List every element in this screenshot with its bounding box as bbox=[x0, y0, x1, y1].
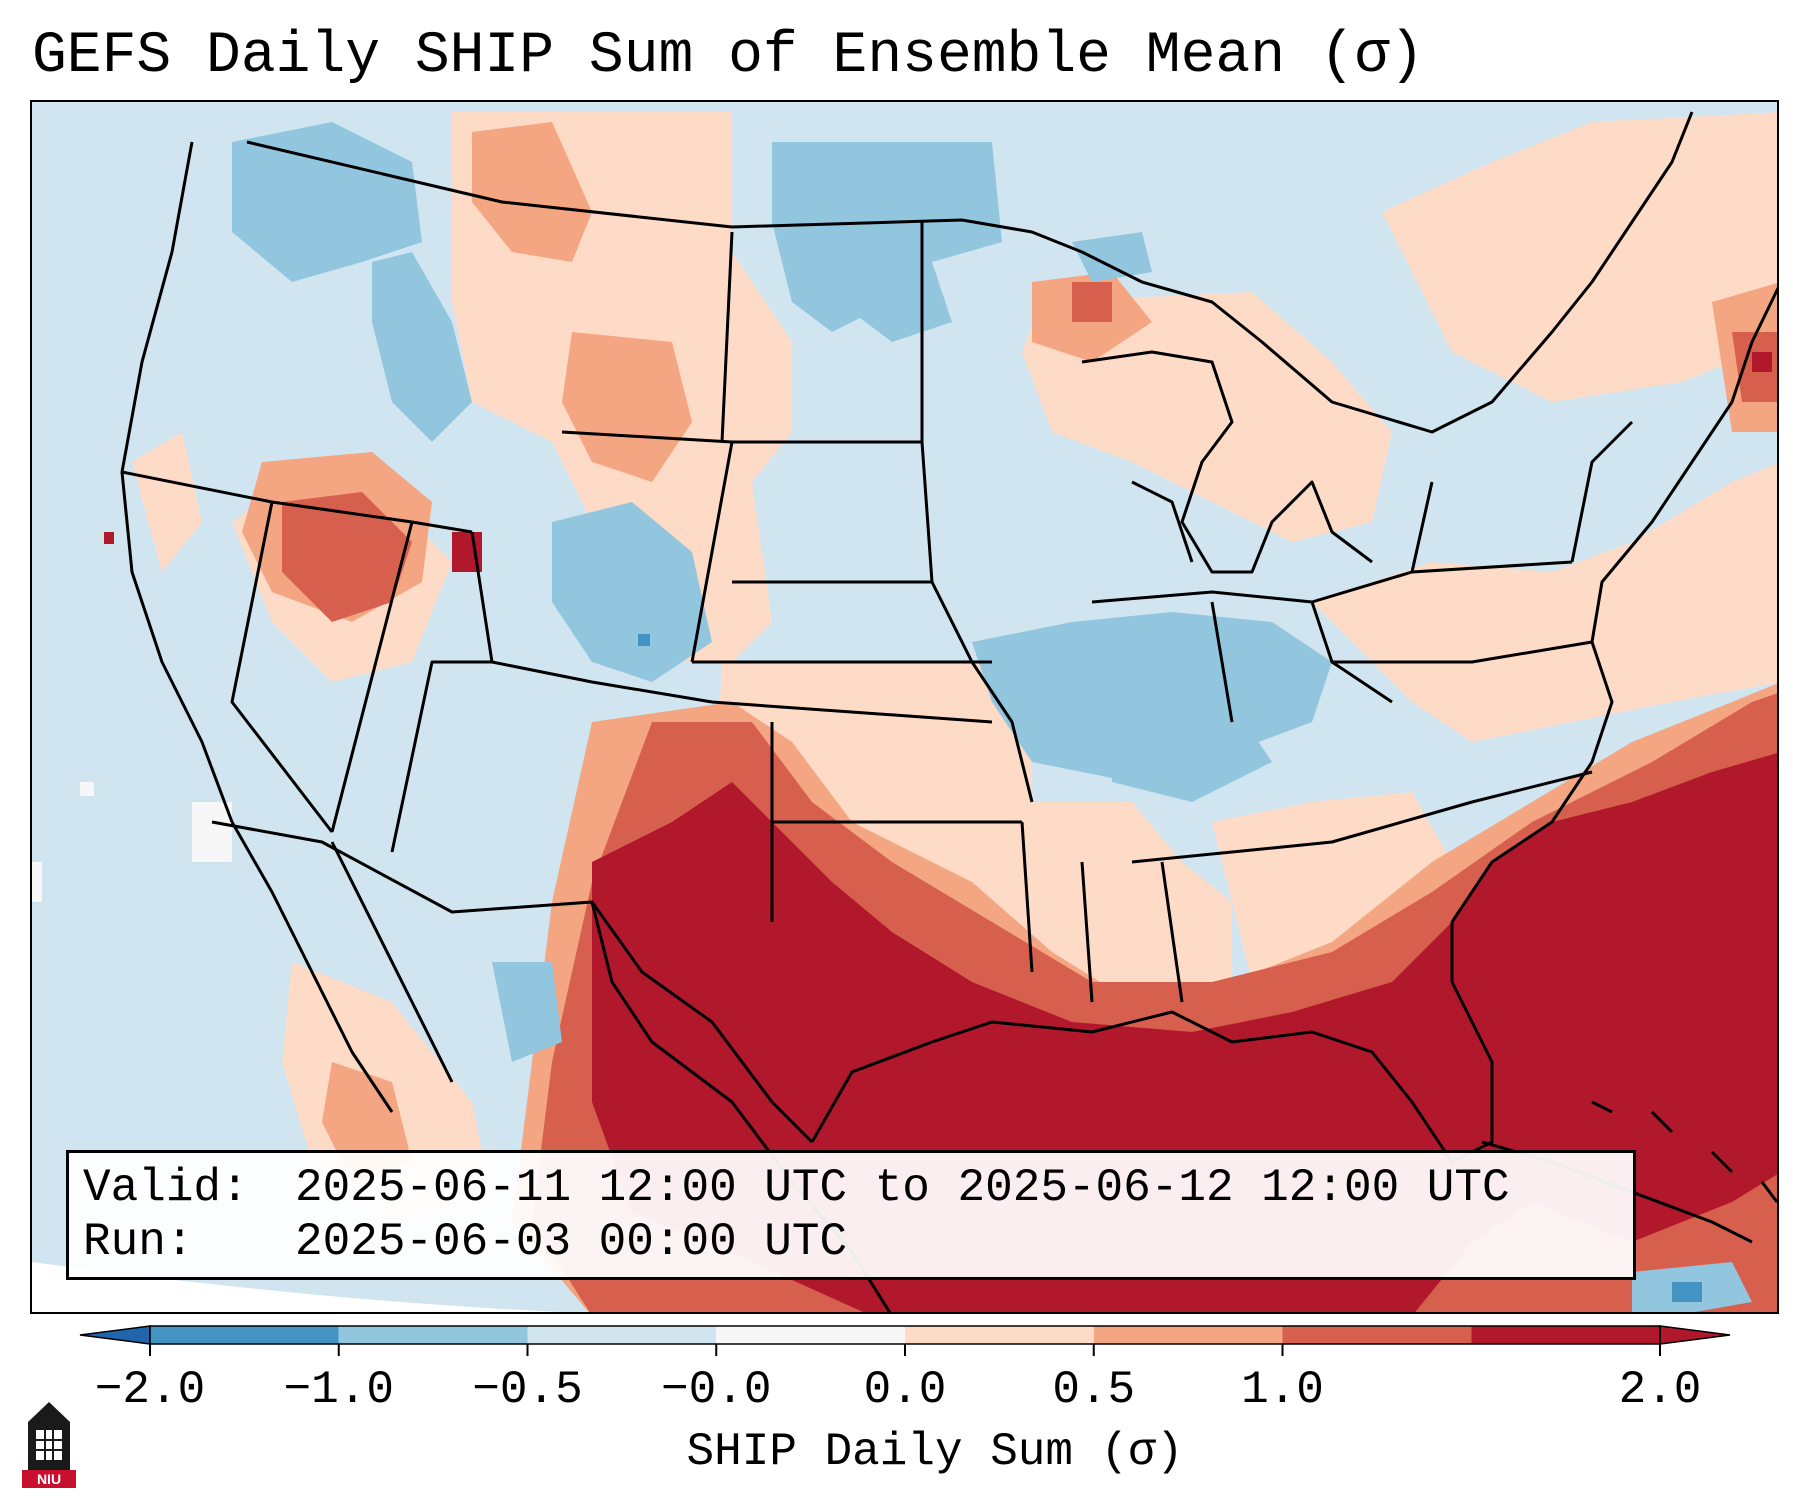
logo-banner bbox=[22, 1470, 76, 1488]
us-canada-border bbox=[246, 111, 1694, 434]
run-value: 2025-06-03 00:00 UTC bbox=[295, 1216, 848, 1268]
us-mexico-border bbox=[211, 820, 814, 1144]
state-lines-east bbox=[1091, 420, 1634, 864]
map-canvas bbox=[32, 102, 1777, 1312]
colorbar-extend-under bbox=[79, 1325, 151, 1345]
baja-outline bbox=[230, 821, 454, 1113]
field-strong-negative-pixel bbox=[638, 634, 650, 646]
logo-text: NIU bbox=[37, 1471, 61, 1487]
logo-window bbox=[36, 1430, 62, 1460]
logo-window-grid bbox=[36, 1430, 62, 1460]
colorbar-ticks bbox=[149, 1344, 1661, 1356]
colorbar-segment bbox=[716, 1326, 905, 1344]
run-label: Run: bbox=[83, 1216, 194, 1268]
niu-logo: NIU bbox=[22, 1402, 76, 1488]
great-lakes-outline bbox=[1081, 350, 1373, 574]
colorbar-tick-label: −0.5 bbox=[472, 1364, 583, 1416]
colorbar-segment bbox=[1093, 1326, 1283, 1344]
colorbar-segment bbox=[527, 1326, 717, 1344]
colorbar-segment bbox=[1282, 1326, 1472, 1344]
colorbar-segment bbox=[150, 1326, 339, 1344]
field-moderate-negative bbox=[232, 122, 1752, 1312]
bahamas-dashes bbox=[1591, 1100, 1777, 1203]
colorbar-segments bbox=[79, 1325, 1731, 1345]
chart-title: GEFS Daily SHIP Sum of Ensemble Mean (σ) bbox=[32, 24, 1425, 89]
valid-label: Valid: bbox=[83, 1162, 249, 1214]
validity-info-box: Valid: 2025-06-11 12:00 UTC to 2025-06-12… bbox=[66, 1150, 1636, 1280]
colorbar-extend-over bbox=[1659, 1325, 1731, 1345]
colorbar-tick-label: 2.0 bbox=[1618, 1364, 1702, 1416]
colorbar-segment bbox=[905, 1326, 1094, 1344]
colorbar-segment bbox=[1471, 1326, 1660, 1344]
colorbar-tick-label: −2.0 bbox=[94, 1364, 206, 1416]
colorbar-segment bbox=[338, 1326, 528, 1344]
colorbar-tick-label: −0.0 bbox=[661, 1364, 772, 1416]
colorbar bbox=[79, 1325, 1731, 1356]
outside-domain-area bbox=[32, 1262, 562, 1312]
colorbar-label: SHIP Daily Sum (σ) bbox=[686, 1426, 1184, 1478]
colorbar-tick-label: 1.0 bbox=[1241, 1364, 1324, 1416]
colorbar-tick-label: −1.0 bbox=[283, 1364, 394, 1416]
colorbar-tick-label: 0.0 bbox=[863, 1364, 947, 1416]
valid-value: 2025-06-11 12:00 UTC to 2025-06-12 12:00… bbox=[295, 1162, 1510, 1214]
state-lines-central bbox=[692, 222, 1184, 1003]
state-lines-west bbox=[121, 430, 993, 853]
field-near-zero-specks bbox=[32, 782, 232, 902]
colorbar-tick-label: 0.5 bbox=[1052, 1364, 1136, 1416]
east-coast-outline bbox=[1450, 286, 1777, 923]
run-line: Run: 2025-06-03 00:00 UTC bbox=[83, 1215, 1633, 1269]
gulf-coast-outline bbox=[810, 922, 1494, 1164]
west-coast-outline bbox=[120, 141, 234, 823]
political-boundaries bbox=[120, 111, 1777, 1312]
valid-line: Valid: 2025-06-11 12:00 UTC to 2025-06-12… bbox=[83, 1161, 1633, 1215]
field-strong-negative-patch bbox=[1672, 1282, 1702, 1302]
map-panel bbox=[30, 100, 1779, 1314]
